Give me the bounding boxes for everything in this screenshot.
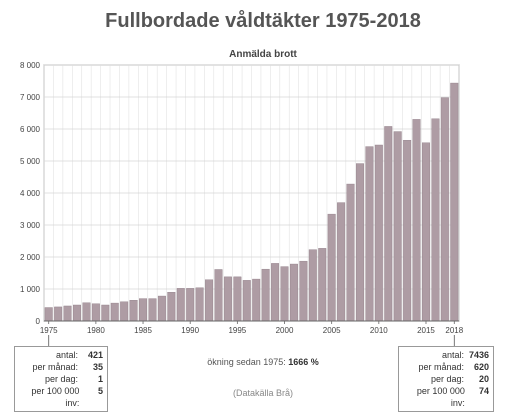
data-source: (Datakälla Brå): [232, 388, 294, 398]
bar: [233, 276, 242, 322]
bar: [186, 288, 195, 322]
chart-subtitle: Anmälda brott: [229, 49, 297, 60]
info-value: 421: [87, 350, 103, 360]
bar: [280, 266, 289, 322]
bar: [110, 302, 119, 322]
info-row: per månad: 35: [19, 361, 103, 373]
bar: [157, 295, 166, 322]
bar: [308, 249, 317, 322]
bar: [374, 144, 383, 322]
info-label: per 100 000 inv:: [416, 386, 465, 408]
bar: [63, 305, 72, 322]
info-box-1975: antal: 421 per månad: 35 per dag: 1 per …: [14, 346, 108, 412]
y-tick-label: 2 000: [20, 253, 41, 262]
x-tick-label: 1980: [87, 326, 105, 335]
bar: [120, 301, 129, 322]
bar: [252, 278, 261, 322]
info-label: per dag:: [430, 374, 464, 384]
bar: [450, 82, 459, 322]
increase-value: 1666 %: [288, 357, 319, 367]
x-tick-label: 2015: [417, 326, 435, 335]
info-value: 620: [473, 362, 489, 372]
page-title: Fullbordade våldtäkter 1975-2018: [105, 10, 421, 32]
bar: [101, 304, 110, 322]
y-tick-label: 3 000: [20, 221, 41, 230]
y-tick-label: 8 000: [20, 61, 41, 70]
bar: [261, 268, 270, 322]
increase-label: ökning sedan 1975:: [207, 357, 286, 367]
info-label: per månad:: [418, 362, 464, 372]
bar: [318, 248, 327, 322]
bar: [205, 279, 214, 322]
bar: [54, 306, 63, 322]
info-row: antal: 7436: [403, 349, 489, 361]
info-row: per dag: 1: [19, 373, 103, 385]
info-box-2018: antal: 7436 per månad: 620 per dag: 20 p…: [398, 346, 494, 412]
increase-note: ökning sedan 1975: 1666 %: [150, 357, 376, 367]
y-tick-label: 0: [36, 317, 41, 326]
info-label: per dag:: [44, 374, 78, 384]
x-tick-label: 2010: [370, 326, 388, 335]
bar: [148, 298, 157, 322]
bar: [299, 260, 308, 322]
y-tick-label: 1 000: [20, 285, 41, 294]
bar: [431, 118, 440, 322]
bar: [403, 139, 412, 322]
info-row: per 100 000 inv: 5: [19, 385, 103, 409]
bar: [214, 269, 223, 322]
y-tick-label: 4 000: [20, 189, 41, 198]
info-row: antal: 421: [19, 349, 103, 361]
bar: [327, 213, 336, 322]
bar: [289, 263, 298, 322]
info-row: per månad: 620: [403, 361, 489, 373]
bar: [393, 131, 402, 322]
y-tick-label: 7 000: [20, 93, 41, 102]
bar: [337, 202, 346, 322]
x-tick-label: 2000: [276, 326, 294, 335]
bar: [365, 146, 374, 322]
x-tick-label: 1995: [228, 326, 246, 335]
bar: [223, 276, 232, 322]
bar: [139, 298, 148, 322]
info-value: 7436: [468, 350, 489, 360]
info-value: 74: [478, 386, 489, 396]
info-label: per 100 000 inv:: [31, 386, 80, 408]
bar: [195, 287, 204, 322]
bar: [384, 126, 393, 322]
info-label: per månad:: [32, 362, 78, 372]
bar: [73, 304, 81, 322]
y-tick-label: 5 000: [20, 157, 41, 166]
bar: [176, 288, 185, 322]
bar: [91, 303, 100, 322]
x-tick-label: 1975: [40, 326, 58, 335]
bar: [82, 302, 91, 322]
x-tick-label: 1990: [181, 326, 199, 335]
bar: [355, 163, 364, 322]
bar: [129, 300, 138, 322]
bar: [271, 263, 280, 322]
x-tick-label: 2018: [445, 326, 463, 335]
info-value: 5: [97, 386, 103, 396]
bar: [242, 280, 251, 322]
info-value: 1: [97, 374, 103, 384]
y-tick-label: 6 000: [20, 125, 41, 134]
x-tick-label: 2005: [323, 326, 341, 335]
bar: [167, 292, 176, 322]
bar: [412, 119, 421, 322]
info-value: 20: [478, 374, 489, 384]
info-label: antal:: [441, 350, 464, 360]
info-value: 35: [92, 362, 103, 372]
bar: [44, 307, 53, 322]
info-row: per 100 000 inv: 74: [403, 385, 489, 409]
bar: [440, 97, 449, 322]
bar: [346, 183, 355, 322]
info-label: antal:: [55, 350, 78, 360]
info-row: per dag: 20: [403, 373, 489, 385]
bar: [422, 142, 430, 322]
x-tick-label: 1985: [134, 326, 152, 335]
